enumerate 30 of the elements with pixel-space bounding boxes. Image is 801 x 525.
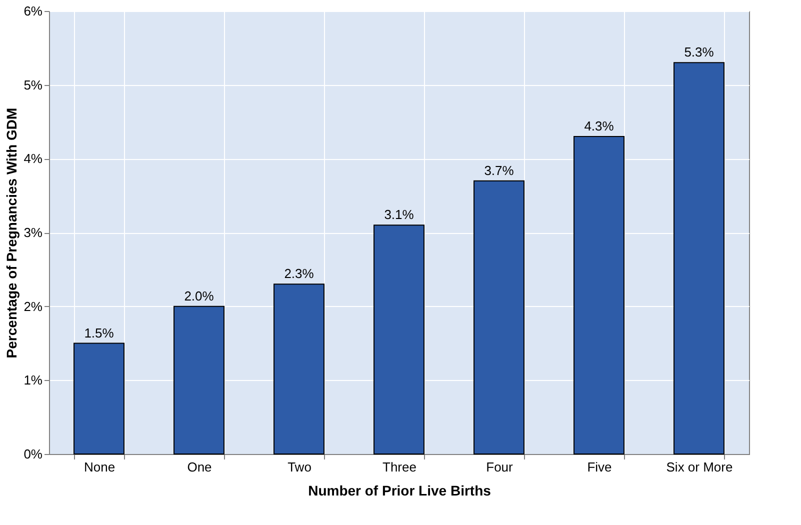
data-label: 2.3% <box>284 266 314 282</box>
y-tick-label: 5% <box>24 77 43 92</box>
bar <box>274 284 324 454</box>
x-tick-label: Two <box>288 460 312 474</box>
y-tick-label: 1% <box>24 372 43 388</box>
x-tick-label: Six or More <box>666 460 733 474</box>
y-axis-title: Percentage of Pregnancies With GDM <box>4 108 20 358</box>
bar <box>674 62 724 454</box>
x-axis-title: Number of Prior Live Births <box>308 482 492 498</box>
bar <box>574 136 624 454</box>
data-label: 1.5% <box>84 325 114 340</box>
x-tick-label: One <box>187 460 212 474</box>
y-tick-label: 4% <box>24 151 43 166</box>
x-tick-label: None <box>84 460 116 474</box>
bar <box>74 342 124 454</box>
bar <box>174 306 224 454</box>
x-tick-label: Five <box>587 460 612 474</box>
y-tick-label: 3% <box>24 225 43 240</box>
x-tick-label: Four <box>486 460 514 474</box>
data-label: 3.7% <box>484 162 514 178</box>
x-tick-label: Three <box>382 460 416 474</box>
y-tick-label: 2% <box>24 298 43 314</box>
y-tick-label: 0% <box>24 446 43 462</box>
y-tick-label: 6% <box>24 4 43 18</box>
bar <box>474 180 524 454</box>
data-label: 4.3% <box>584 118 614 134</box>
bar <box>374 224 424 454</box>
data-label: 3.1% <box>384 207 414 222</box>
data-label: 2.0% <box>184 288 214 304</box>
data-label: 5.3% <box>684 44 714 60</box>
